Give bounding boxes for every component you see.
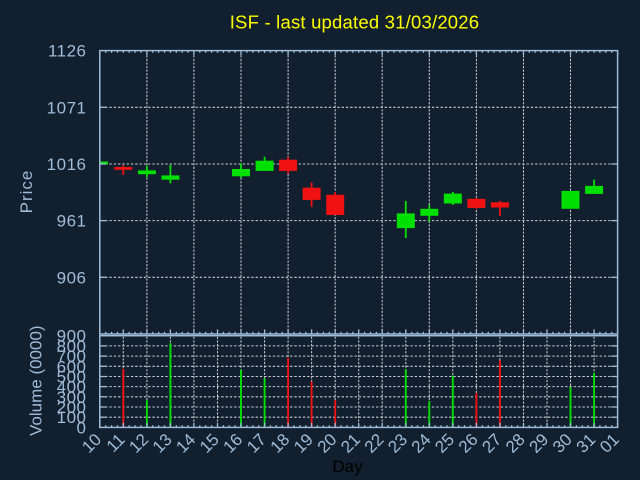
svg-text:1126: 1126 [48, 42, 87, 61]
svg-text:100: 100 [57, 408, 87, 427]
svg-text:0: 0 [77, 418, 87, 437]
svg-text:400: 400 [57, 378, 87, 397]
svg-text:Price: Price [17, 170, 36, 214]
svg-text:500: 500 [57, 368, 87, 387]
svg-text:300: 300 [57, 388, 87, 407]
svg-text:900: 900 [57, 327, 87, 346]
svg-text:600: 600 [57, 357, 87, 376]
svg-text:Day: Day [332, 457, 363, 476]
svg-text:961: 961 [57, 212, 87, 231]
svg-text:ISF - last updated 31/03/2026: ISF - last updated 31/03/2026 [230, 11, 480, 32]
svg-text:700: 700 [57, 347, 87, 366]
svg-text:1016: 1016 [47, 155, 87, 174]
svg-text:800: 800 [57, 337, 87, 356]
svg-text:Volume (0000): Volume (0000) [27, 325, 46, 436]
svg-text:1071: 1071 [47, 98, 87, 117]
svg-text:906: 906 [57, 268, 87, 287]
svg-text:200: 200 [57, 398, 87, 417]
